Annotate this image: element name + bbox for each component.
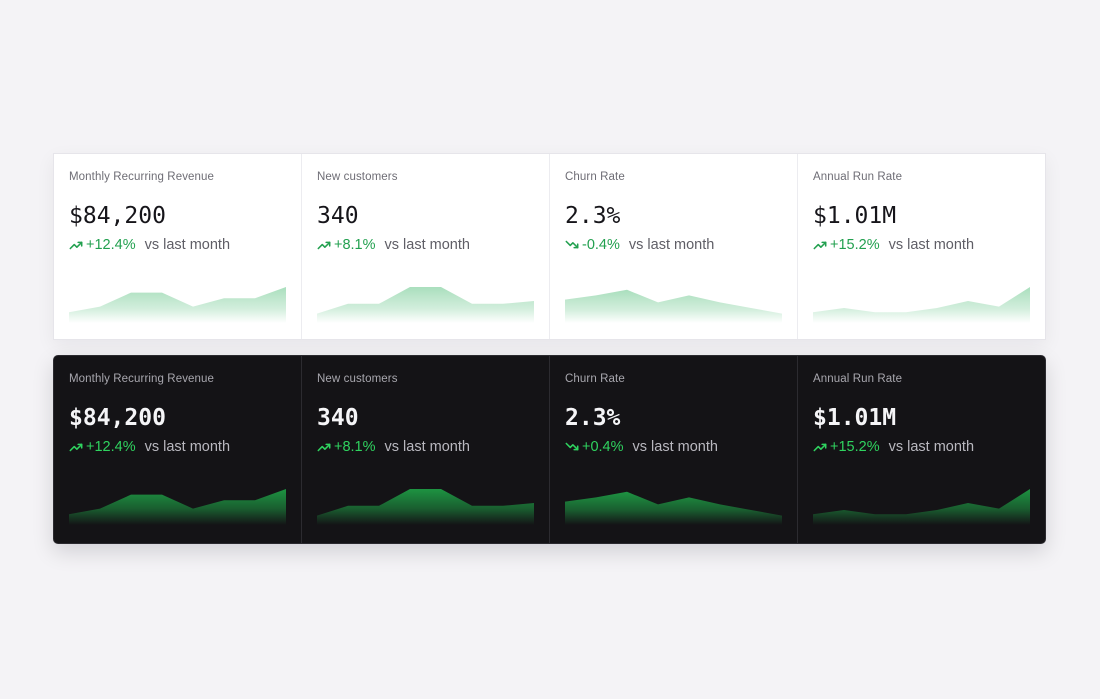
kpi-value: $84,200: [69, 203, 166, 229]
kpi-card-new-customers[interactable]: New customers 340 +8.1% vs last month: [301, 356, 549, 543]
sparkline: [813, 287, 1030, 323]
kpi-card-annual-run-rate[interactable]: Annual Run Rate $1.01M +15.2% vs last mo…: [797, 154, 1045, 339]
kpi-change: +8.1%: [334, 439, 376, 455]
kpi-change: +12.4%: [86, 237, 136, 253]
sparkline-area: [565, 289, 782, 323]
kpi-compare: vs last month: [628, 237, 715, 253]
kpi-panel-dark: Monthly Recurring Revenue $84,200 +12.4%…: [53, 355, 1046, 544]
sparkline: [317, 489, 534, 525]
sparkline-area: [565, 491, 782, 525]
kpi-delta: +0.4% vs last month: [565, 437, 782, 457]
trending-up-icon: [317, 241, 331, 250]
trending-up-icon: [813, 241, 827, 250]
kpi-card-mrr[interactable]: Monthly Recurring Revenue $84,200 +12.4%…: [54, 356, 301, 543]
sparkline-area: [813, 287, 1030, 323]
kpi-delta: -0.4% vs last month: [565, 235, 782, 255]
kpi-label: New customers: [317, 171, 398, 183]
kpi-delta: +8.1% vs last month: [317, 437, 534, 457]
sparkline-area: [317, 287, 534, 323]
sparkline-area: [813, 489, 1030, 525]
kpi-change: +15.2%: [830, 439, 880, 455]
kpi-change: +15.2%: [830, 237, 880, 253]
kpi-delta: +15.2% vs last month: [813, 437, 1030, 457]
kpi-change: -0.4%: [582, 237, 620, 253]
kpi-value: 2.3%: [565, 405, 621, 431]
kpi-label: Annual Run Rate: [813, 171, 903, 183]
kpi-compare: vs last month: [888, 439, 975, 455]
kpi-compare: vs last month: [384, 439, 470, 455]
sparkline: [813, 489, 1030, 525]
kpi-label: New customers: [317, 373, 398, 385]
trending-down-icon: [565, 442, 579, 451]
sparkline-area: [69, 489, 286, 525]
kpi-label: Churn Rate: [565, 373, 625, 385]
kpi-delta: +12.4% vs last month: [69, 235, 286, 255]
sparkline: [565, 289, 782, 323]
trending-up-icon: [813, 443, 827, 452]
kpi-compare: vs last month: [632, 439, 718, 455]
kpi-delta: +12.4% vs last month: [69, 437, 286, 457]
kpi-value: 340: [317, 203, 359, 229]
kpi-value: $1.01M: [813, 203, 897, 229]
sparkline-area: [317, 489, 534, 525]
kpi-delta: +15.2% vs last month: [813, 235, 1030, 255]
kpi-change: +8.1%: [334, 237, 376, 253]
sparkline-area: [69, 287, 286, 323]
trending-up-icon: [69, 443, 83, 452]
kpi-label: Monthly Recurring Revenue: [69, 171, 215, 183]
kpi-value: $84,200: [69, 405, 166, 431]
trending-up-icon: [69, 241, 83, 250]
kpi-compare: vs last month: [384, 237, 470, 253]
kpi-delta: +8.1% vs last month: [317, 235, 534, 255]
kpi-card-new-customers[interactable]: New customers 340 +8.1% vs last month: [301, 154, 549, 339]
kpi-card-mrr[interactable]: Monthly Recurring Revenue $84,200 +12.4%…: [54, 154, 301, 339]
kpi-compare: vs last month: [144, 439, 231, 455]
trending-up-icon: [317, 443, 331, 452]
kpi-value: 2.3%: [565, 203, 621, 229]
kpi-change: +0.4%: [582, 439, 624, 455]
kpi-compare: vs last month: [888, 237, 975, 253]
trending-down-icon: [565, 240, 579, 249]
kpi-label: Annual Run Rate: [813, 373, 903, 385]
sparkline: [317, 287, 534, 323]
kpi-card-churn-rate[interactable]: Churn Rate 2.3% +0.4% vs last month: [549, 356, 797, 543]
sparkline: [69, 287, 286, 323]
kpi-change: +12.4%: [86, 439, 136, 455]
kpi-value: 340: [317, 405, 359, 431]
kpi-label: Churn Rate: [565, 171, 625, 183]
kpi-card-annual-run-rate[interactable]: Annual Run Rate $1.01M +15.2% vs last mo…: [797, 356, 1045, 543]
kpi-label: Monthly Recurring Revenue: [69, 373, 215, 385]
kpi-value: $1.01M: [813, 405, 897, 431]
kpi-compare: vs last month: [144, 237, 231, 253]
sparkline: [565, 491, 782, 525]
sparkline: [69, 489, 286, 525]
kpi-panel-light: Monthly Recurring Revenue $84,200 +12.4%…: [53, 153, 1046, 340]
kpi-card-churn-rate[interactable]: Churn Rate 2.3% -0.4% vs last month: [549, 154, 797, 339]
